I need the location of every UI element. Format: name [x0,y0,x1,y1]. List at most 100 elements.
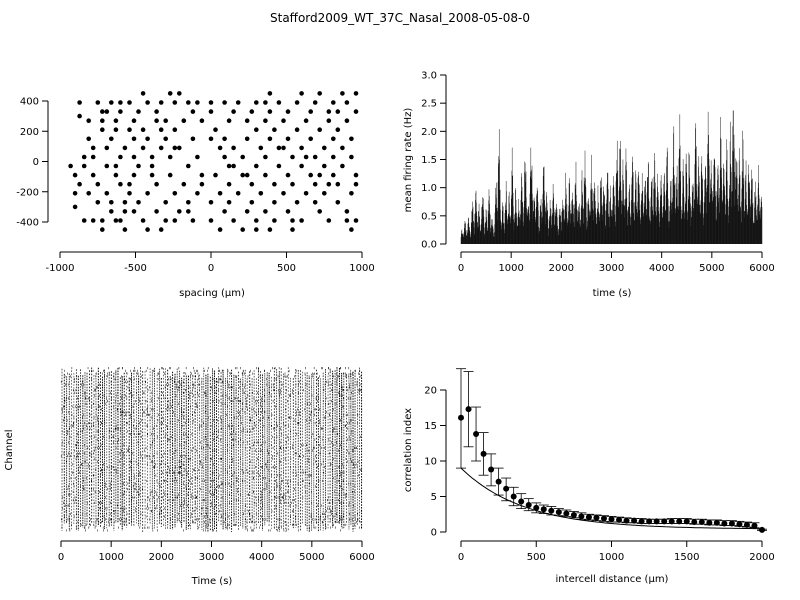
layout-point-81 [177,145,182,151]
layout-point-38 [122,227,128,232]
layout-point-63 [154,181,159,187]
layout-point-163 [303,191,309,196]
layout-point-52 [140,218,146,223]
layout-point-205 [95,100,101,105]
layout-point-143 [272,200,277,205]
corr-point-20 [608,516,615,523]
layout-point-33 [118,218,123,223]
layout-point-111 [231,218,236,223]
layout-point-80 [177,209,182,214]
layout-point-8 [86,118,91,123]
corr-point-9 [525,502,532,509]
layout-point-13 [90,154,96,160]
layout-point-137 [267,136,273,142]
layout-point-112 [231,163,236,169]
layout-point-129 [253,100,259,105]
layout-point-180 [326,109,332,114]
layout-point-124 [249,181,255,187]
layout-point-138 [267,109,273,114]
layout-point-156 [294,200,300,205]
layout-point-226 [335,109,341,114]
layout-point-42 [127,181,132,187]
layout-point-44 [127,100,132,105]
layout-point-76 [172,218,178,223]
layout-point-49 [131,118,137,123]
layout-point-171 [312,100,318,105]
layout-point-62 [154,209,159,214]
layout-point-90 [190,109,196,114]
layout-point-96 [208,218,214,223]
layout-point-9 [86,136,91,142]
corr-point-19 [600,515,607,522]
corr-y-tick-label-0: 0 [431,528,437,539]
rate-y-tick-label-3: 1.5 [421,155,437,166]
layout-point-92 [195,154,200,160]
layout-point-50 [136,200,141,205]
layout-point-160 [299,163,304,169]
layout-point-26 [109,209,114,214]
corr-point-31 [691,519,698,526]
corr-x-tick-label-0: 0 [458,552,464,563]
corr-point-10 [533,504,540,511]
layout-point-139 [267,91,273,96]
layout-point-97 [208,200,214,205]
corr-x-tick-label-3: 1500 [674,552,699,563]
layout-point-161 [299,145,304,151]
layout-point-107 [222,100,227,105]
layout-point-59 [149,172,155,178]
layout-x-tick-label-3: 500 [277,263,296,274]
layout-point-56 [145,191,150,196]
layout-point-60 [149,163,155,169]
corr-point-29 [676,518,683,525]
layout-point-28 [109,136,114,142]
layout-point-128 [253,127,259,132]
layout-point-224 [317,172,323,178]
corr-point-3 [480,450,487,457]
layout-point-19 [100,127,105,132]
corr-point-27 [661,518,668,525]
corr-point-38 [743,521,750,528]
layout-point-198 [353,172,359,178]
layout-point-61 [149,154,155,160]
layout-x-label: spacing (μm) [179,288,245,299]
layout-point-67 [158,127,164,132]
layout-point-211 [163,118,168,123]
corr-y-tick-label-2: 10 [424,457,437,468]
layout-point-18 [100,227,105,232]
rate-x-tick-label-6: 6000 [749,263,774,274]
layout-point-34 [118,181,123,187]
layout-point-158 [294,100,300,105]
rate-x-tick-label-0: 0 [458,263,464,274]
layout-point-105 [222,154,227,160]
layout-point-181 [331,172,336,178]
raster-x-tick-label-2: 2000 [149,552,174,563]
layout-y-tick-label-3: 200 [20,127,39,138]
rate-x-tick-label-5: 5000 [699,263,724,274]
layout-point-178 [326,218,332,223]
rate-x-label: time (s) [593,288,632,299]
layout-point-146 [276,100,282,105]
layout-x-tick-label-2: 0 [208,263,214,274]
layout-point-212 [172,145,178,151]
layout-point-120 [244,209,250,214]
layout-point-127 [253,163,259,169]
layout-point-110 [226,118,232,123]
layout-point-145 [276,145,282,151]
layout-point-169 [312,154,318,160]
layout-point-222 [290,218,295,223]
layout-point-118 [240,172,245,178]
layout-point-37 [118,100,123,105]
layout-point-4 [77,113,82,119]
layout-point-101 [213,127,218,132]
layout-point-27 [109,200,114,205]
layout-point-31 [113,127,119,132]
corr-point-2 [473,431,480,438]
layout-point-197 [349,227,354,232]
layout-point-69 [158,227,164,232]
layout-point-73 [167,172,173,178]
layout-point-99 [208,100,214,105]
corr-y-tick-label-3: 15 [424,421,437,432]
layout-point-200 [353,218,359,223]
layout-point-5 [81,218,87,223]
